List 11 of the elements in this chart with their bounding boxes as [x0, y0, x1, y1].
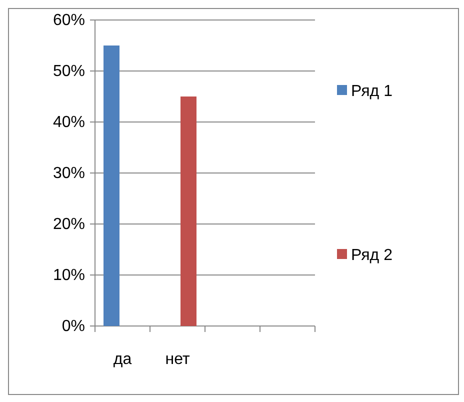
y-tick-label: 30% — [52, 165, 85, 182]
y-tick-label: 0% — [62, 318, 85, 336]
y-tick-label: 10% — [52, 267, 85, 284]
y-tick-label: 20% — [52, 216, 85, 234]
x-tick-label: нет — [165, 351, 190, 368]
legend-label: Ряд 1 — [351, 83, 393, 100]
y-tick-label: 40% — [52, 114, 85, 132]
x-tick-label: да — [113, 351, 132, 368]
y-tick-label: 60% — [52, 12, 85, 30]
y-tick-label: 50% — [52, 63, 85, 80]
legend-label: Ряд 2 — [351, 247, 393, 264]
